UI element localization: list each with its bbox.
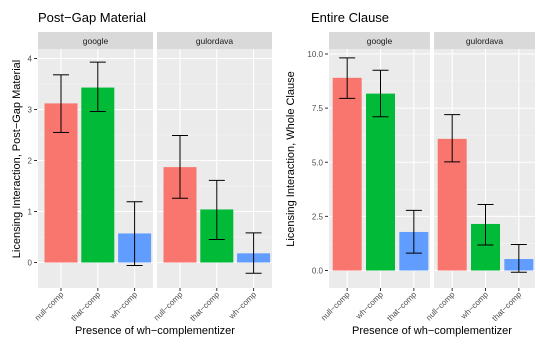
facet-strip (157, 32, 272, 49)
x-tick-label: wh−comp (353, 290, 385, 322)
chart-title: Entire Clause (311, 10, 389, 25)
x-tick-label: wh−comp (458, 290, 490, 322)
x-tick-label: wh−comp (227, 290, 259, 322)
facet-strip-label: google (83, 36, 109, 46)
x-axis-label: Presence of wh−complementizer (75, 325, 235, 337)
bar (366, 93, 396, 271)
y-axis-label: Licensing Interaction, Whole Clause (285, 71, 297, 246)
facet-panel: gulordava null−comp wh−comp that−comp (424, 32, 535, 323)
x-tick-label: that−comp (385, 290, 418, 323)
y-tick-label: 1 (28, 208, 33, 217)
facet-strip-label: gulordava (466, 36, 504, 46)
y-tick-label: 5.0 (312, 158, 324, 167)
facet-panel: google null−comp that−comp wh−comp (33, 32, 153, 323)
x-tick-label: null−comp (152, 290, 185, 323)
y-tick-label: 10.0 (307, 50, 323, 59)
x-tick-label: that−comp (490, 290, 523, 323)
y-tick-label: 4 (28, 55, 33, 64)
facet-strip-label: google (367, 36, 393, 46)
facet-strip-label: gulordava (196, 36, 234, 46)
chart-panel: Entire Clause Licensing Interaction, Whol… (285, 10, 535, 337)
chart-title: Post−Gap Material (38, 10, 146, 25)
x-tick-label: null−comp (424, 290, 457, 323)
y-tick-label: 0 (28, 259, 33, 268)
chart-panel: Post−Gap Material Licensing Interaction, … (11, 10, 272, 337)
y-tick-label: 3 (28, 106, 33, 115)
y-tick-label: 0.0 (312, 267, 324, 276)
facet-panel: gulordava null−comp that−comp wh−comp (152, 32, 272, 323)
bar (81, 87, 115, 263)
y-tick-label: 2 (28, 157, 33, 166)
facet-strip (38, 32, 153, 49)
y-tick-label: 7.5 (312, 104, 324, 113)
facet-strip (329, 32, 430, 49)
facet-panel: google null−comp wh−comp that−comp (319, 32, 430, 323)
x-axis-label: Presence of wh−complementizer (352, 325, 512, 337)
x-tick-label: that−comp (69, 290, 102, 323)
facet-strip (434, 32, 535, 49)
x-tick-label: null−comp (33, 290, 66, 323)
bar (332, 77, 362, 271)
x-tick-label: that−comp (188, 290, 221, 323)
x-tick-label: wh−comp (108, 290, 140, 322)
y-axis-label: Licensing Interaction, Post−Gap Material (11, 60, 23, 258)
x-tick-label: null−comp (319, 290, 352, 323)
y-tick-label: 2.5 (312, 212, 324, 221)
